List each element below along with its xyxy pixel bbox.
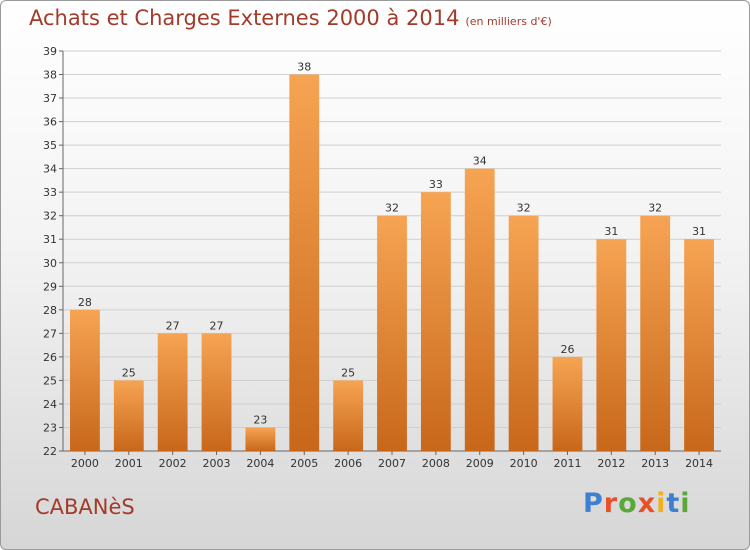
bar-value-label: 34 — [473, 155, 487, 168]
bar-value-label: 38 — [297, 61, 311, 74]
y-tick-label: 30 — [43, 257, 57, 270]
y-tick-label: 32 — [43, 210, 57, 223]
proxiti-logo: Proxiti — [583, 488, 691, 519]
x-tick-label: 2003 — [203, 457, 231, 470]
y-tick-label: 38 — [43, 69, 57, 82]
logo-letter: i — [680, 488, 691, 519]
y-tick-label: 27 — [43, 327, 57, 340]
bar-2009 — [464, 168, 495, 451]
bar-value-label: 27 — [166, 319, 180, 332]
bar-2012 — [596, 239, 627, 451]
y-tick-label: 36 — [43, 116, 57, 129]
x-tick-label: 2010 — [510, 457, 538, 470]
y-tick-label: 25 — [43, 374, 57, 387]
bar-2005 — [289, 74, 320, 451]
y-tick-label: 29 — [43, 280, 57, 293]
bar-value-label: 23 — [253, 413, 267, 426]
bar-2007 — [377, 215, 407, 451]
chart-title: Achats et Charges Externes 2000 à 2014 (e… — [29, 6, 552, 30]
bar-2010 — [508, 215, 539, 451]
y-tick-label: 33 — [43, 186, 57, 199]
y-tick-label: 37 — [43, 92, 57, 105]
chart-title-text: Achats et Charges Externes 2000 à 2014 — [29, 6, 460, 30]
bar-value-label: 31 — [604, 225, 618, 238]
logo-letter: i — [656, 488, 667, 519]
bars: 28 25 27 27 23 38 25 32 33 34 32 26 31 32 31 — [70, 61, 714, 452]
y-tick-label: 31 — [43, 233, 57, 246]
bar-value-label: 25 — [341, 366, 355, 379]
x-tick-label: 2012 — [597, 457, 625, 470]
logo-letter: o — [618, 488, 638, 519]
y-tick-label: 23 — [43, 421, 57, 434]
bar-value-label: 33 — [429, 178, 443, 191]
commune-name: CABANèS — [35, 495, 135, 519]
bar-value-label: 32 — [648, 202, 662, 215]
bar-2001 — [113, 380, 144, 451]
logo-letter: x — [637, 488, 657, 519]
y-tick-label: 28 — [43, 304, 57, 317]
x-tick-label: 2004 — [246, 457, 274, 470]
chart-subtitle: (en milliers d'€) — [465, 15, 552, 28]
logo-letter: t — [666, 488, 681, 519]
bar-value-label: 25 — [122, 366, 136, 379]
logo-letter: r — [603, 488, 619, 519]
bar-2013 — [640, 215, 671, 451]
x-tick-label: 2005 — [290, 457, 318, 470]
y-tick-label: 34 — [43, 163, 57, 176]
x-tick-label: 2008 — [422, 457, 450, 470]
x-tick-label: 2013 — [641, 457, 669, 470]
y-tick-label: 24 — [43, 398, 57, 411]
bar-value-label: 28 — [78, 296, 92, 309]
logo-letter: P — [583, 488, 604, 519]
x-tick-label: 2001 — [115, 457, 143, 470]
x-tick-label: 2006 — [334, 457, 362, 470]
y-tick-label: 22 — [43, 445, 57, 458]
x-tick-label: 2014 — [685, 457, 713, 470]
y-tick-label: 35 — [43, 139, 57, 152]
bar-2006 — [333, 380, 364, 451]
bar-value-label: 32 — [385, 202, 399, 215]
bar-2002 — [157, 333, 188, 451]
bar-2003 — [201, 333, 232, 451]
bar-2014 — [684, 239, 714, 451]
x-tick-label: 2011 — [553, 457, 581, 470]
x-tick-label: 2007 — [378, 457, 406, 470]
bar-value-label: 27 — [210, 319, 224, 332]
bar-2008 — [420, 192, 451, 452]
bar-2011 — [552, 356, 583, 451]
bar-value-label: 32 — [517, 202, 531, 215]
x-tick-label: 2002 — [159, 457, 187, 470]
bar-value-label: 26 — [560, 343, 574, 356]
x-tick-label: 2009 — [466, 457, 494, 470]
y-tick-label: 26 — [43, 351, 57, 364]
x-tick-label: 2000 — [71, 457, 99, 470]
bar-2000 — [70, 309, 100, 451]
bar-2004 — [245, 427, 276, 451]
bar-value-label: 31 — [692, 225, 706, 238]
y-tick-label: 39 — [43, 45, 57, 58]
